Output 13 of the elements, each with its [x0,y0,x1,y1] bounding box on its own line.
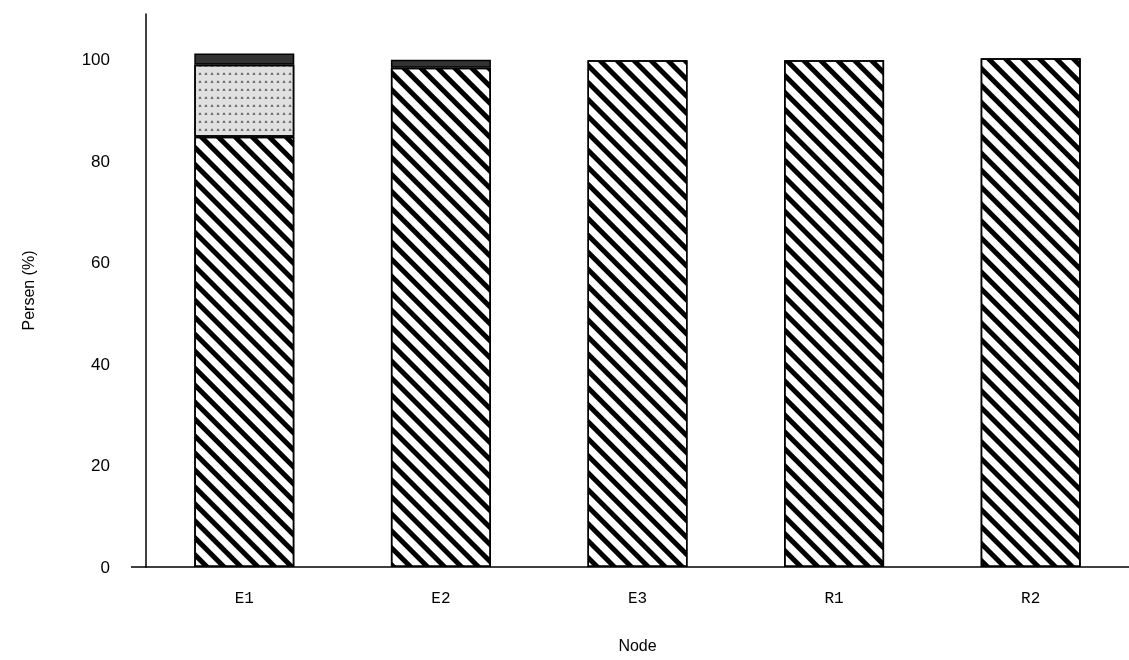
y-tick-label: 100 [81,50,110,70]
x-axis-title: Node [618,636,657,654]
y-tick-label: 20 [91,456,110,476]
y-tick-label: 80 [91,151,110,171]
x-tick-label: R2 [1021,590,1041,608]
y-tick-label: 40 [91,354,110,374]
x-tick-label: R1 [824,590,844,608]
x-tick-label: E3 [627,590,648,608]
x-tick-label: E2 [431,590,451,608]
y-tick-label: 60 [91,253,110,273]
y-axis-title: Persen (%) [19,250,37,331]
x-tick-label: E1 [234,590,254,608]
y-tick-label: 0 [100,557,110,577]
